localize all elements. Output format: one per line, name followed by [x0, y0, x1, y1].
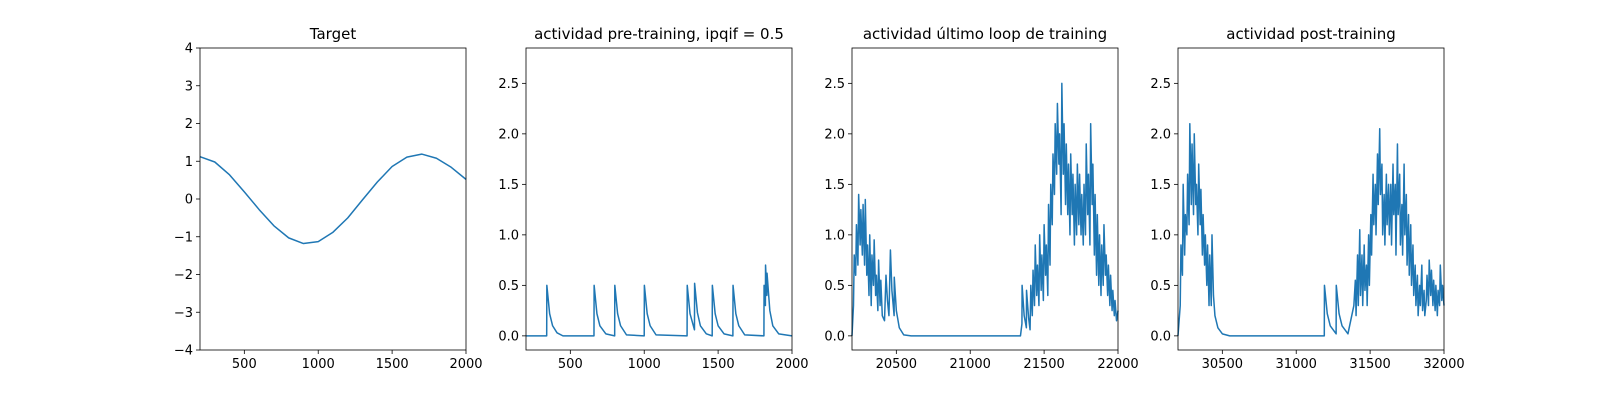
subplot-post-training: actividad post-training 30500 31000 31500 3…: [1150, 25, 1464, 372]
series-line: [1177, 123, 1445, 337]
y-tick-label: 0.5: [1150, 279, 1171, 294]
x-tick-label: 2000: [775, 357, 808, 372]
y-tick-label: 0.0: [1150, 329, 1171, 344]
axes-frame: [525, 47, 793, 351]
x-tick-label: 21500: [1023, 357, 1064, 372]
x-tick-label: 30500: [1202, 357, 1243, 372]
plot-area: 500 1000 1500 2000 0.0 0.5 1.0 1.5 2.0 2.5: [498, 77, 808, 372]
x-tick-label: 31000: [1276, 357, 1317, 372]
y-tick-label: −2: [174, 268, 193, 283]
series-line: [199, 153, 467, 245]
x-tick-label: 1000: [628, 357, 661, 372]
x-tick-label: 22000: [1097, 357, 1138, 372]
y-tick-label: 2.5: [1150, 77, 1171, 92]
y-tick-label: 1.5: [824, 178, 845, 193]
y-tick-label: 2.5: [498, 77, 519, 92]
x-tick-label: 2000: [449, 357, 482, 372]
axes-frame: [199, 47, 467, 351]
y-tick-label: 0.5: [824, 279, 845, 294]
y-tick-label: 0: [185, 193, 193, 208]
x-tick-label: 1500: [702, 357, 735, 372]
subplot-title: actividad último loop de training: [863, 25, 1107, 43]
subplot-last-training-loop: actividad último loop de training 20500 2…: [824, 25, 1138, 372]
y-tick-label: 2.5: [824, 77, 845, 92]
x-tick-label: 1000: [302, 357, 335, 372]
y-tick-label: 2.0: [824, 127, 845, 142]
y-tick-label: 0.0: [824, 329, 845, 344]
y-tick-label: 2: [185, 117, 193, 132]
y-tick-label: 2.0: [498, 127, 519, 142]
y-tick-label: 1.0: [824, 228, 845, 243]
plot-area: 30500 31000 31500 32000 0.0 0.5 1.0 1.5 2.0 2.5: [1150, 77, 1464, 372]
y-tick-label: 2.0: [1150, 127, 1171, 142]
series-line: [526, 264, 793, 337]
subplot-pre-training: actividad pre-training, ipqif = 0.5 500 1…: [498, 25, 808, 372]
y-tick-label: 1.5: [1150, 178, 1171, 193]
x-tick-label: 500: [232, 357, 257, 372]
subplot-title: actividad pre-training, ipqif = 0.5: [534, 25, 784, 43]
y-tick-label: 1.0: [1150, 228, 1171, 243]
y-tick-label: 0.5: [498, 279, 519, 294]
x-tick-label: 31500: [1349, 357, 1390, 372]
y-tick-label: 1: [185, 155, 193, 170]
y-tick-label: 1.0: [498, 228, 519, 243]
x-tick-label: 32000: [1423, 357, 1464, 372]
x-tick-label: 20500: [876, 357, 917, 372]
subplot-title: actividad post-training: [1226, 25, 1395, 43]
y-tick-label: 1.5: [498, 178, 519, 193]
x-tick-label: 500: [558, 357, 583, 372]
plot-area: 500 1000 1500 2000 −4 −3 −2 −1 0 1 2 3 4: [174, 42, 483, 373]
x-tick-label: 1500: [376, 357, 409, 372]
y-tick-label: 4: [185, 42, 193, 57]
series-line: [851, 82, 1119, 337]
subplot-target: Target 500 1000 1500 2000 −4 −3 −2 −1 0 1 2 3 4: [174, 25, 483, 372]
axes-frame: [851, 47, 1119, 351]
axes-frame: [1177, 47, 1445, 351]
y-tick-label: 3: [185, 79, 193, 94]
y-tick-label: 0.0: [498, 329, 519, 344]
y-tick-label: −3: [174, 306, 193, 321]
y-tick-label: −4: [174, 344, 193, 359]
x-tick-label: 21000: [950, 357, 991, 372]
y-tick-label: −1: [174, 230, 193, 245]
subplot-title: Target: [309, 25, 357, 43]
plot-area: 20500 21000 21500 22000 0.0 0.5 1.0 1.5 2.0 2.5: [824, 77, 1138, 372]
